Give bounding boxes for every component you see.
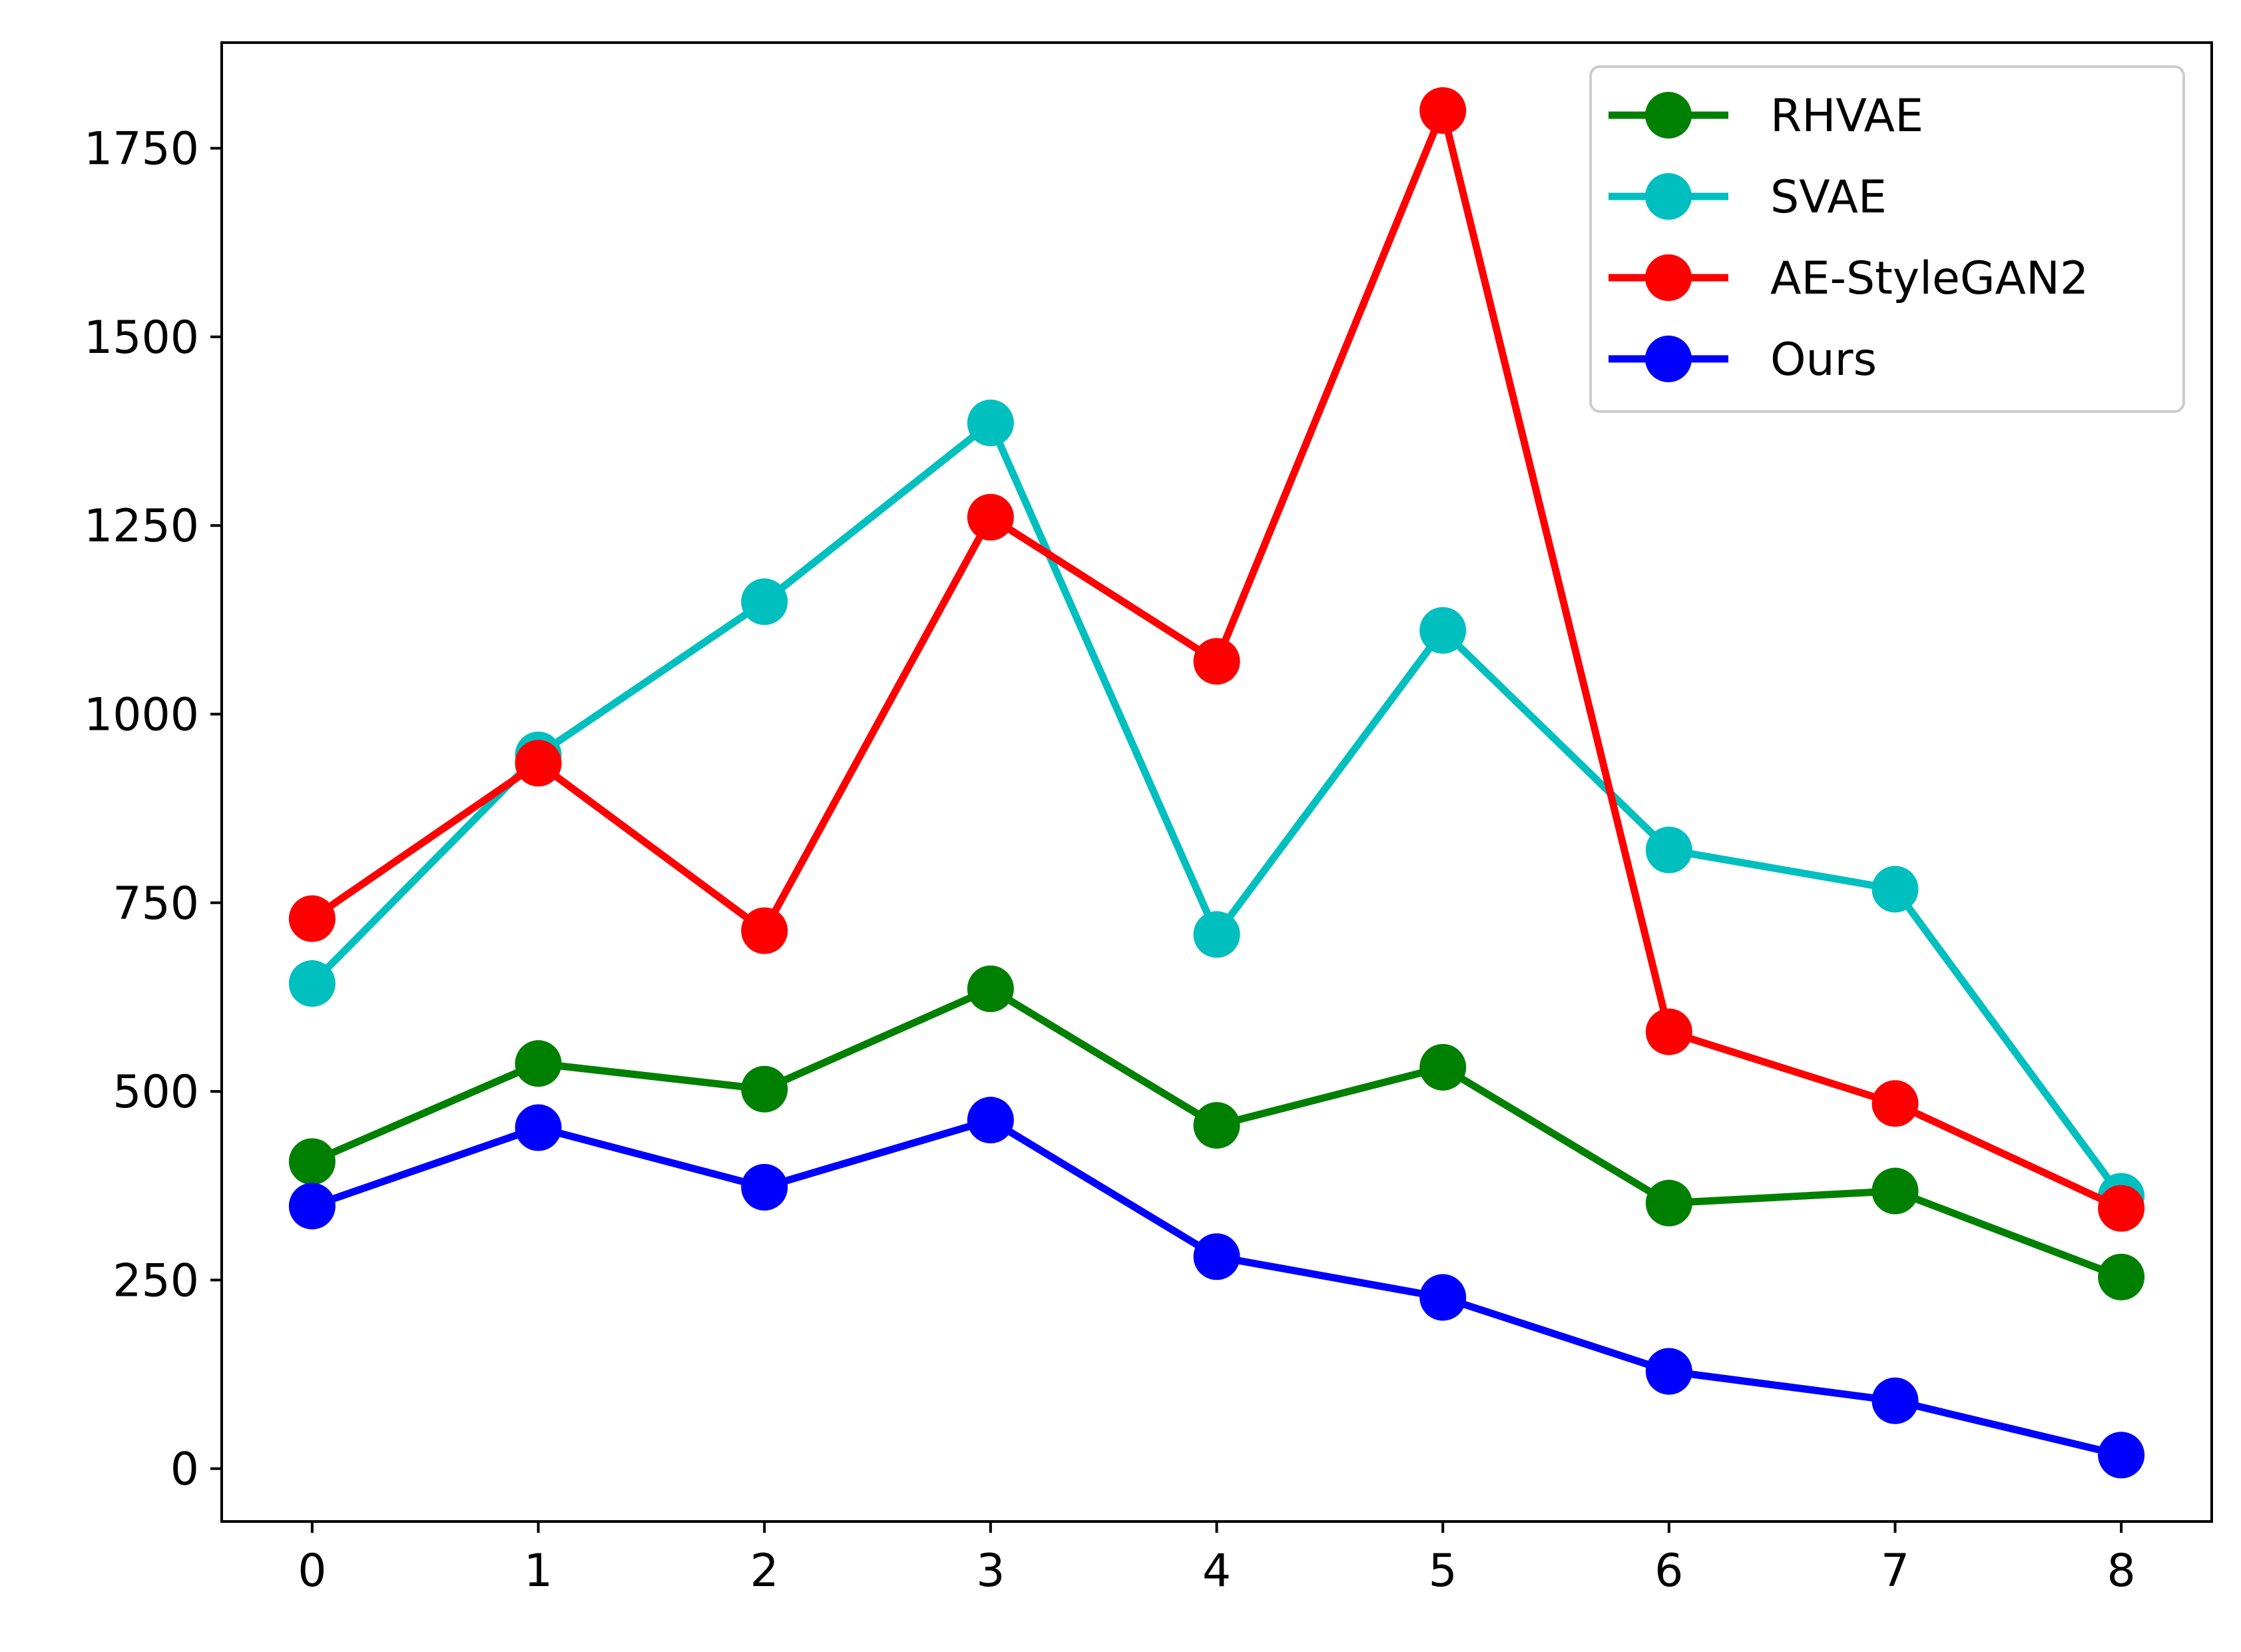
- data-point-ours-6: [1645, 1348, 1692, 1395]
- data-point-rhvae-3: [967, 965, 1014, 1012]
- x-tick-label: 4: [1202, 1545, 1231, 1597]
- data-point-rhvae-4: [1193, 1102, 1240, 1149]
- legend-marker-ours: [1645, 336, 1692, 382]
- data-point-svae-6: [1645, 826, 1692, 874]
- data-point-svae-4: [1193, 911, 1240, 958]
- data-point-ae-stylegan2-2: [741, 907, 788, 954]
- y-tick-label: 1250: [84, 500, 199, 553]
- data-point-rhvae-7: [1871, 1167, 1919, 1215]
- legend-box: [1589, 65, 2185, 413]
- y-tick-label: 0: [170, 1444, 199, 1496]
- data-point-ours-1: [515, 1104, 562, 1151]
- x-tick-label: 5: [1429, 1545, 1457, 1597]
- y-tick-label: 750: [113, 878, 199, 930]
- data-point-svae-5: [1419, 607, 1467, 654]
- x-tick-label: 3: [976, 1545, 1005, 1597]
- y-tick-label: 500: [113, 1066, 199, 1119]
- data-point-ae-stylegan2-6: [1645, 1008, 1692, 1055]
- y-tick-label: 250: [113, 1254, 199, 1307]
- data-point-ae-stylegan2-4: [1193, 638, 1240, 685]
- data-point-rhvae-2: [741, 1065, 788, 1113]
- data-point-ae-stylegan2-5: [1419, 87, 1467, 134]
- data-point-svae-3: [967, 400, 1014, 447]
- data-point-ours-2: [741, 1164, 788, 1211]
- legend-label-ae-stylegan2: AE-StyleGAN2: [1770, 252, 2089, 305]
- legend-marker-svae: [1645, 173, 1692, 220]
- x-tick-label: 1: [524, 1545, 553, 1597]
- data-point-ae-stylegan2-3: [967, 493, 1014, 541]
- data-point-ae-stylegan2-0: [288, 895, 336, 942]
- data-point-svae-2: [741, 578, 788, 625]
- legend-label-ours: Ours: [1770, 334, 1877, 386]
- x-tick-label: 8: [2107, 1545, 2136, 1597]
- data-point-ours-8: [2098, 1432, 2145, 1479]
- data-point-svae-7: [1871, 866, 1919, 913]
- x-tick-label: 0: [298, 1545, 326, 1597]
- legend-label-svae: SVAE: [1770, 171, 1887, 224]
- legend-label-rhvae: RHVAE: [1770, 90, 1923, 142]
- data-point-rhvae-0: [288, 1138, 336, 1185]
- legend-marker-ae-stylegan2: [1645, 254, 1692, 301]
- y-tick-label: 1750: [84, 123, 199, 176]
- data-point-rhvae-5: [1419, 1043, 1467, 1091]
- x-tick-label: 7: [1881, 1545, 1909, 1597]
- data-point-svae-0: [288, 960, 336, 1007]
- data-point-ae-stylegan2-1: [515, 740, 562, 787]
- x-tick-label: 6: [1654, 1545, 1683, 1597]
- data-point-rhvae-8: [2098, 1253, 2145, 1300]
- data-point-ours-4: [1193, 1233, 1240, 1280]
- y-tick-label: 1000: [84, 689, 199, 742]
- legend: RHVAE SVAE AE-StyleGAN2 Ours: [1589, 65, 2185, 413]
- axes-layer: 0 1 2 3 4 5 6 7 8 0 250 500 750 1000 1250 1500 1750: [84, 41, 2213, 1597]
- data-point-ours-7: [1871, 1377, 1919, 1424]
- data-point-rhvae-1: [515, 1040, 562, 1087]
- legend-marker-rhvae: [1645, 92, 1692, 138]
- data-point-ae-stylegan2-8: [2098, 1185, 2145, 1232]
- y-tick-label: 1500: [84, 312, 199, 364]
- data-point-ae-stylegan2-7: [1871, 1080, 1919, 1127]
- data-point-ours-3: [967, 1097, 1014, 1144]
- x-tick-label: 2: [750, 1545, 779, 1597]
- data-point-rhvae-6: [1645, 1179, 1692, 1227]
- data-point-ours-0: [288, 1183, 336, 1230]
- data-point-ours-5: [1419, 1274, 1467, 1321]
- series-layer: [288, 87, 2145, 1479]
